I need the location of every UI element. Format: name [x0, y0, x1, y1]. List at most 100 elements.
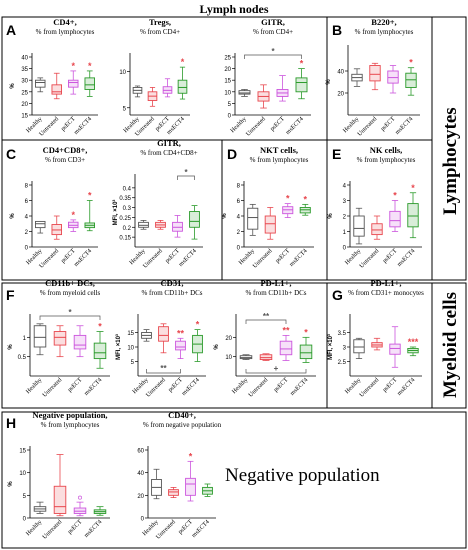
box-Healthy	[132, 85, 143, 98]
y-tick-label: 0.25	[119, 216, 131, 222]
y-tick-label: 40	[21, 56, 28, 62]
y-tick-label: 10	[19, 471, 26, 477]
chart-subtitle: % from CD31+ monocytes	[348, 289, 424, 297]
x-tick-label: psECT	[66, 376, 83, 393]
chart-subtitle: % from lymphocytes	[41, 421, 100, 429]
significance-star: *	[88, 191, 92, 201]
box-Untreated	[369, 62, 381, 91]
significance-bracket	[244, 54, 302, 59]
significance-star: *	[409, 58, 413, 68]
x-tick-label: msECT4	[73, 247, 94, 268]
x-tick-label: psECT	[272, 376, 289, 393]
chart-title: CD40+,	[168, 410, 196, 420]
box-Healthy	[33, 501, 47, 514]
chart-subtitle: % from CD4+CD8+	[140, 149, 197, 157]
chart-gitr2: GITR,% from CD4+CD8+ 0.15 0.2 0.25 0.3 0.35 0.…	[112, 138, 203, 270]
box-Untreated	[53, 325, 67, 358]
box-msECT4	[93, 506, 107, 516]
box-body	[168, 489, 179, 496]
chart-tregs: Tregs,% from CD4+510HealthyUntreatedpsEC…	[119, 17, 190, 138]
significance-bracket	[245, 369, 307, 374]
significance-star: *	[411, 183, 415, 193]
chart-title: CD4+CD8+,	[43, 145, 88, 155]
x-tick-label: Untreated	[142, 247, 165, 270]
box-msECT4: *	[84, 191, 95, 232]
section-letter-c: C	[6, 146, 17, 162]
box-body	[295, 77, 308, 93]
x-tick-label: msECT4	[177, 247, 198, 268]
bracket-label: *	[184, 168, 188, 177]
y-tick-label: 8	[25, 184, 29, 190]
y-tick-label: 20	[21, 102, 28, 108]
x-tick-label: Untreated	[247, 376, 270, 399]
x-tick-label: msECT4	[190, 518, 211, 539]
section-letter-f: F	[6, 287, 15, 303]
significance-bracket	[245, 319, 287, 324]
box-Healthy	[151, 468, 162, 500]
significance-star: *	[181, 57, 185, 67]
chart-subtitle: % from lymphocytes	[250, 156, 309, 164]
y-tick-label: 5	[23, 494, 27, 500]
y-tick-label: 6	[25, 199, 29, 205]
y-tick-label: 3	[343, 199, 347, 205]
y-axis-label: %	[8, 344, 14, 350]
box-psECT: **	[175, 328, 186, 360]
box-body	[73, 334, 87, 350]
chart-subtitle: % from CD4+	[140, 28, 180, 36]
x-tick-label: msECT4	[73, 115, 94, 136]
box-Untreated	[257, 84, 270, 109]
box-Untreated	[147, 87, 158, 107]
chart-title: Negative population,	[32, 410, 107, 420]
section-letter-a: A	[6, 22, 17, 38]
x-tick-label: Healthy	[25, 518, 44, 537]
significance-bracket	[177, 175, 195, 180]
y-tick-label: 15	[19, 449, 26, 455]
x-tick-label: Untreated	[155, 518, 178, 541]
chart-title: CD11b+ DCs,	[45, 278, 95, 288]
chart-subtitle: % from CD11b+ DCs	[245, 289, 306, 297]
y-axis-label: %	[328, 213, 334, 219]
box-Untreated	[371, 215, 383, 240]
significance-star: *	[286, 194, 290, 204]
y-tick-label: 2	[25, 230, 29, 236]
box-psECT: *	[185, 451, 196, 502]
box-body	[238, 90, 251, 95]
box-body	[53, 485, 67, 514]
box-body	[177, 79, 188, 94]
box-body	[389, 343, 401, 355]
bracket-label: **	[263, 312, 270, 321]
y-tick-label: 35	[21, 67, 28, 73]
lymphocytes-frame	[1, 16, 467, 281]
y-tick-label: 40	[337, 70, 344, 76]
y-tick-label: 1	[23, 336, 27, 342]
y-tick-label: 4	[343, 184, 347, 190]
box-Untreated	[51, 215, 62, 240]
chart-subtitle: % from CD3+	[45, 156, 85, 164]
y-tick-label: 0	[25, 246, 29, 252]
box-msECT4: *	[407, 183, 419, 239]
box-psECT	[73, 325, 87, 358]
section-letter-g: G	[332, 287, 343, 303]
y-tick-label: 2.5	[338, 360, 347, 366]
y-tick-label: 10	[225, 355, 232, 361]
box-Untreated	[51, 72, 62, 100]
bracket-label: *	[68, 308, 72, 317]
y-axis-label: %	[222, 213, 228, 219]
box-body	[35, 79, 46, 88]
box-Untreated	[168, 486, 179, 499]
y-tick-label: 20	[137, 494, 144, 500]
box-body	[389, 210, 401, 228]
box-body	[158, 326, 169, 342]
chart-cd4cd8: CD4+CD8+,% from CD3+02468%HealthyUntreat…	[10, 145, 98, 270]
significance-star: *	[304, 327, 308, 337]
box-msECT4: *	[295, 59, 308, 100]
chart-title: GITR,	[261, 17, 285, 27]
chart-title: CD31,	[161, 278, 184, 288]
box-msECT4: *	[299, 194, 311, 216]
box-Healthy	[138, 219, 149, 230]
y-tick-label: 0.3	[123, 206, 132, 212]
box-msECT4: ***	[407, 337, 419, 357]
y-tick-label: 30	[21, 79, 28, 85]
significance-star: *	[189, 451, 193, 461]
box-body	[387, 70, 399, 84]
